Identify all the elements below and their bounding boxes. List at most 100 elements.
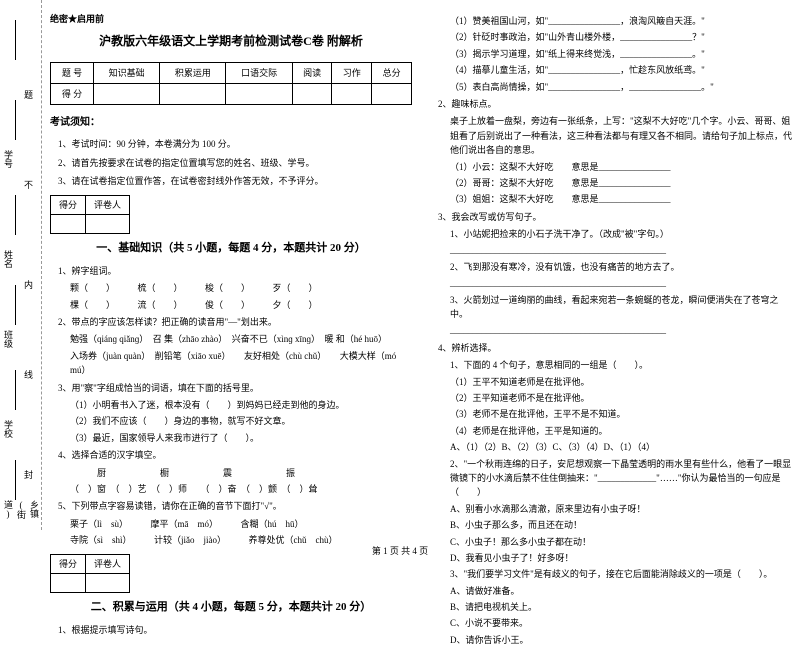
notice-item: 1、考试时间：90 分钟，本卷满分为 100 分。: [58, 137, 412, 151]
question-sub: （2）我们不应该（ ）身边的事物，就写不好文章。: [70, 414, 412, 428]
binding-label-id: 学号: [2, 150, 15, 168]
binding-line: [15, 20, 16, 60]
notice-head: 考试须知：: [50, 115, 412, 131]
marker-cell[interactable]: [51, 214, 86, 233]
question-3: 3、用"察"字组成恰当的词语，填在下面的括号里。: [58, 381, 412, 395]
question-sub: ________________________________________…: [450, 323, 792, 337]
question-sub: 3、"我们要学习文件"是有歧义的句子，接在它后面能消除歧义的一项是（ ）。: [450, 567, 792, 581]
table-row: 得 分: [51, 83, 412, 104]
left-column: 绝密★启用前 沪教版六年级语文上学期考前检测试卷C卷 附解析 题 号 知识基础 …: [50, 12, 412, 530]
score-cell[interactable]: [226, 83, 292, 104]
table-row: 题 号 知识基础 积累运用 口语交际 阅读 习作 总分: [51, 62, 412, 83]
section-1-head: 一、基础知识（共 5 小题，每题 4 分，本题共计 20 分）: [50, 240, 412, 258]
question-sub: 1、小站妮把捡来的小石子洗干净了。（改成"被"字句。）: [450, 227, 792, 241]
question-r4: 4、辨析选择。: [438, 341, 792, 355]
question-sub: （1）小明看书入了迷，根本没有（ ）到妈妈已经走到他的身边。: [70, 398, 412, 412]
marker-cell[interactable]: [51, 573, 86, 592]
score-cell[interactable]: [372, 83, 412, 104]
question-sub: 2、飞到那没有寒冷，没有饥饿，也没有痛苦的地方去了。: [450, 260, 792, 274]
question-sub: 棵（ ） 流（ ） 俊（ ） 夕（ ）: [70, 298, 412, 312]
question-sub: 颗（ ） 梳（ ） 梭（ ） 歹（ ）: [70, 281, 412, 295]
page-container: 乡镇(街道) 封 学校 线 班级 内 姓名 不 学号 题 绝密★启用前 沪教版六…: [0, 0, 800, 530]
notice-item: 3、请在试卷指定位置作答，在试卷密封线外作答无效，不予评分。: [58, 174, 412, 188]
binding-mark: 题: [22, 90, 35, 99]
marker-cell[interactable]: [86, 214, 130, 233]
score-cell[interactable]: [94, 83, 160, 104]
binding-mark: 封: [22, 470, 35, 479]
question-sub: （3）姐姐：这梨不大好吃 意思是________________: [450, 192, 792, 206]
question-opt: C、小说不要带来。: [450, 616, 792, 630]
question-sub: （1）小云：这梨不大好吃 意思是________________: [450, 160, 792, 174]
question-sub: （2）王平知道老师不是在批评他。: [450, 391, 792, 405]
score-header: 题 号: [51, 62, 94, 83]
right-column: （1）赞美祖国山河，如"________________，浪淘风簸自天涯。" （…: [430, 12, 792, 530]
exam-title: 沪教版六年级语文上学期考前检测试卷C卷 附解析: [50, 32, 412, 51]
question-4: 4、选择合适的汉字填空。: [58, 448, 412, 462]
section-2-head: 二、积累与运用（共 4 小题，每题 5 分，本题共计 20 分）: [50, 599, 412, 617]
score-cell: 得 分: [51, 83, 94, 104]
question-opt: B、小虫子那么多，而且还在动！: [450, 518, 792, 532]
question-sub: 3、火箭划过一道绚丽的曲线，看起来宛若一条蜿蜒的苍龙，瞬间便消失在了苍穹之中。: [450, 293, 792, 322]
score-cell[interactable]: [292, 83, 332, 104]
question-sub: （2）针砭时事政治，如"山外青山楼外楼，________________？": [450, 30, 792, 44]
question-sub: （5）表白高尚情操，如"________________，___________…: [450, 80, 792, 94]
binding-label-name: 姓名: [2, 250, 15, 268]
binding-line: [15, 285, 16, 325]
question-2: 2、带点的字应该怎样读？把正确的读音用"—"划出来。: [58, 315, 412, 329]
question-sub: 2、"一个秋雨连绵的日子，安尼想观察一下晶莹透明的雨水里有些什么，他看了一眼显微…: [450, 457, 792, 500]
binding-label-school: 学校: [2, 420, 15, 438]
score-header: 总分: [372, 62, 412, 83]
binding-label-district: 乡镇(街道): [2, 500, 41, 530]
binding-mark: 线: [22, 370, 35, 379]
binding-edge: 乡镇(街道) 封 学校 线 班级 内 姓名 不 学号 题: [0, 0, 42, 530]
binding-label-class: 班级: [2, 330, 15, 348]
marker-cell[interactable]: [86, 573, 130, 592]
question-sub: （2）哥哥：这梨不大好吃 意思是________________: [450, 176, 792, 190]
marker-table: 得分评卷人: [50, 195, 130, 235]
question-sub: 厨 橱 震 振: [70, 466, 412, 480]
question-sub: 入场券（juàn quàn） 削铅笔（xiāo xuē） 友好相处（chù ch…: [70, 349, 412, 378]
question-sub: 1、下面的 4 个句子，意思相同的一组是（ ）。: [450, 358, 792, 372]
question-1: 1、辨字组词。: [58, 264, 412, 278]
binding-mark: 内: [22, 280, 35, 289]
question-sub: （4）描摹儿童生活，如"________________，忙趁东风放纸鸢。": [450, 63, 792, 77]
question-sub: （4）老师是在批评他，王平是知道的。: [450, 424, 792, 438]
secret-label: 绝密★启用前: [50, 12, 412, 26]
score-table: 题 号 知识基础 积累运用 口语交际 阅读 习作 总分 得 分: [50, 62, 412, 106]
binding-line: [15, 370, 16, 410]
question-sub: （1）王平不知道老师是在批评他。: [450, 375, 792, 389]
score-header: 口语交际: [226, 62, 292, 83]
page-footer: 第 1 页 共 4 页: [0, 544, 800, 557]
score-header: 习作: [332, 62, 372, 83]
question-5: 5、下列带点字容易读错，请你在正确的音节下面打"√"。: [58, 499, 412, 513]
question-opt: A、别看小水滴那么清澈，原来里边有小虫子呀！: [450, 502, 792, 516]
question-sub: （3）老师不是在批评他，王平不是不知道。: [450, 407, 792, 421]
marker-cell: 评卷人: [86, 195, 130, 214]
question-sub: 栗子（lì sù） 摩平（mā mó） 含糊（hú hū）: [70, 517, 412, 531]
question-sub: ________________________________________…: [450, 243, 792, 257]
question-text: 桌子上放着一盘梨，旁边有一张纸条，上写："这梨不大好吃"几个字。小云、哥哥、姐姐…: [450, 114, 792, 157]
question-sub: （3）揭示学习道理，如"纸上得来终觉浅，________________。": [450, 47, 792, 61]
question-sub: 勉强（qiánɡ qiǎnɡ） 召 集（zhāo zhào） 兴奋不已（xìnɡ…: [70, 332, 412, 346]
score-header: 知识基础: [94, 62, 160, 83]
marker-table: 得分评卷人: [50, 554, 130, 594]
binding-line: [15, 195, 16, 235]
binding-line: [15, 460, 16, 500]
notice-item: 2、请首先按要求在试卷的指定位置填写您的姓名、班级、学号。: [58, 156, 412, 170]
binding-mark: 不: [22, 180, 35, 189]
question-sub: ________________________________________…: [450, 276, 792, 290]
question-sub: （3）最近，国家领导人来我市进行了（ ）。: [70, 431, 412, 445]
question-sub: （1）赞美祖国山河，如"________________，浪淘风簸自天涯。": [450, 14, 792, 28]
marker-cell: 得分: [51, 195, 86, 214]
score-cell[interactable]: [332, 83, 372, 104]
question-sub: A、（1）（2）B、（2）（3）C、（3）（4）D、（1）（4）: [450, 440, 792, 454]
score-cell[interactable]: [160, 83, 226, 104]
question-sub: （ ）窗 （ ）艺 （ ）师 （ ）奋 （ ）颤 （ ）耸: [70, 482, 412, 496]
content-area: 绝密★启用前 沪教版六年级语文上学期考前检测试卷C卷 附解析 题 号 知识基础 …: [42, 0, 800, 530]
question-opt: A、请做好准备。: [450, 584, 792, 598]
score-header: 积累运用: [160, 62, 226, 83]
question-2-1: 1、根据提示填写诗句。: [58, 623, 412, 637]
binding-line: [15, 100, 16, 140]
question-opt: D、请你告诉小王。: [450, 633, 792, 647]
question-r3: 3、我会改写或仿写句子。: [438, 210, 792, 224]
